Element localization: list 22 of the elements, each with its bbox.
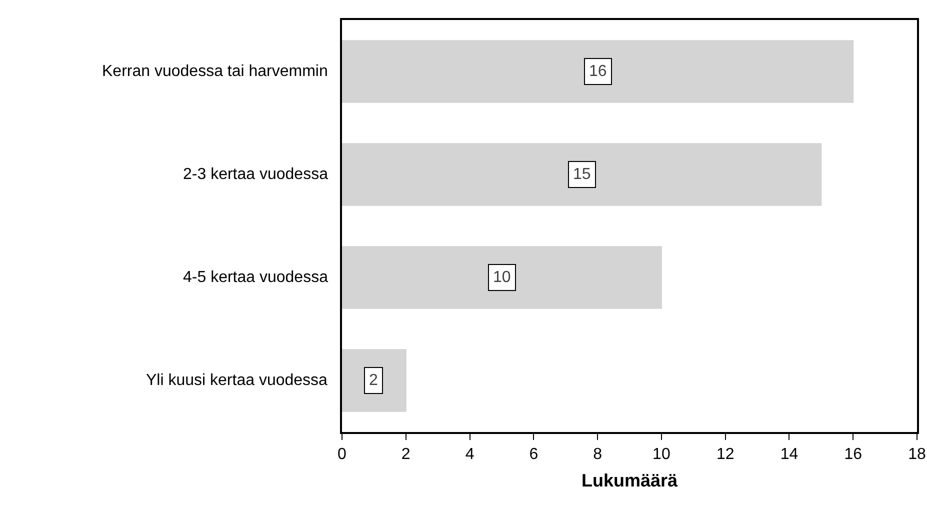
x-tick-label: 4 — [465, 446, 474, 463]
bar — [342, 143, 822, 206]
x-tick-label: 2 — [401, 446, 410, 463]
x-tick-label: 16 — [844, 446, 862, 463]
y-tick-label: 2-3 kertaa vuodessa — [183, 166, 328, 183]
bar — [342, 40, 854, 103]
x-axis-title: Lukumäärä — [581, 470, 679, 491]
y-tick-label: Kerran vuodessa tai harvemmin — [102, 63, 328, 80]
data-label: 10 — [493, 269, 511, 286]
x-tick-label: 8 — [593, 446, 602, 463]
data-label: 2 — [369, 372, 378, 389]
x-tick-label: 14 — [780, 446, 798, 463]
y-tick-label: 4-5 kertaa vuodessa — [183, 269, 328, 286]
x-tick-label: 10 — [652, 446, 670, 463]
data-label: 15 — [573, 166, 591, 183]
data-label: 16 — [589, 63, 607, 80]
bar — [342, 246, 662, 309]
x-tick-label: 6 — [529, 446, 538, 463]
y-tick-label: Yli kuusi kertaa vuodessa — [146, 372, 328, 389]
x-tick-label: 18 — [908, 446, 926, 463]
x-tick-label: 12 — [716, 446, 734, 463]
x-tick-label: 0 — [338, 446, 347, 463]
